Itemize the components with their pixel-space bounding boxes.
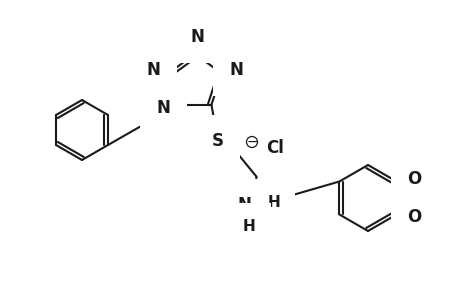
- Text: H: H: [267, 195, 280, 210]
- Text: N: N: [237, 196, 251, 214]
- Text: N: N: [229, 61, 243, 79]
- Text: N: N: [146, 61, 160, 79]
- Text: +: +: [254, 192, 263, 202]
- Text: H: H: [242, 219, 255, 234]
- Text: Cl: Cl: [265, 139, 283, 157]
- Text: −: −: [246, 135, 257, 149]
- Text: N: N: [190, 28, 203, 46]
- Text: S: S: [211, 132, 223, 150]
- Text: O: O: [407, 169, 421, 188]
- Text: O: O: [407, 208, 421, 226]
- Text: N: N: [157, 99, 170, 117]
